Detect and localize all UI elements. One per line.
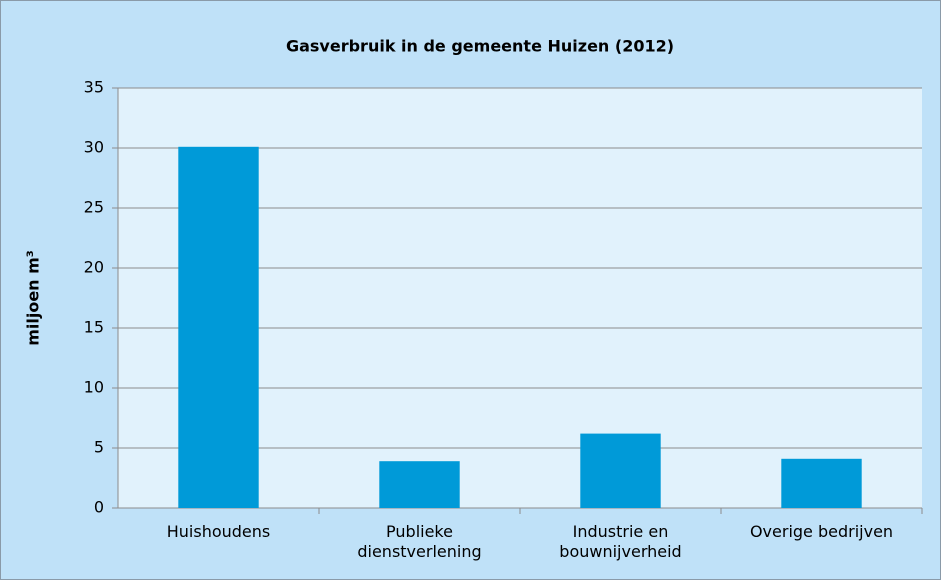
bar [178, 146, 259, 509]
x-tick-label: Publieke dienstverlening [357, 522, 482, 561]
y-tick-label: 5 [94, 438, 104, 457]
bar [379, 461, 460, 508]
y-tick-label: 30 [84, 138, 104, 157]
x-tick-label: Huishoudens [166, 522, 271, 541]
bar [580, 433, 661, 508]
y-tick-label: 0 [94, 498, 104, 517]
y-tick-label: 25 [84, 198, 104, 217]
bar [781, 458, 862, 508]
x-tick-label: Overige bedrijven [749, 522, 894, 541]
x-tick-label: Industrie en bouwnijverheid [559, 522, 682, 561]
y-tick-label: 15 [84, 318, 104, 337]
y-axis-label: miljoen m³ [24, 250, 43, 346]
chart-title: Gasverbruik in de gemeente Huizen (2012) [286, 37, 674, 56]
y-tick-label: 20 [84, 258, 104, 277]
y-tick-label: 35 [84, 78, 104, 97]
y-tick-label: 10 [84, 378, 104, 397]
